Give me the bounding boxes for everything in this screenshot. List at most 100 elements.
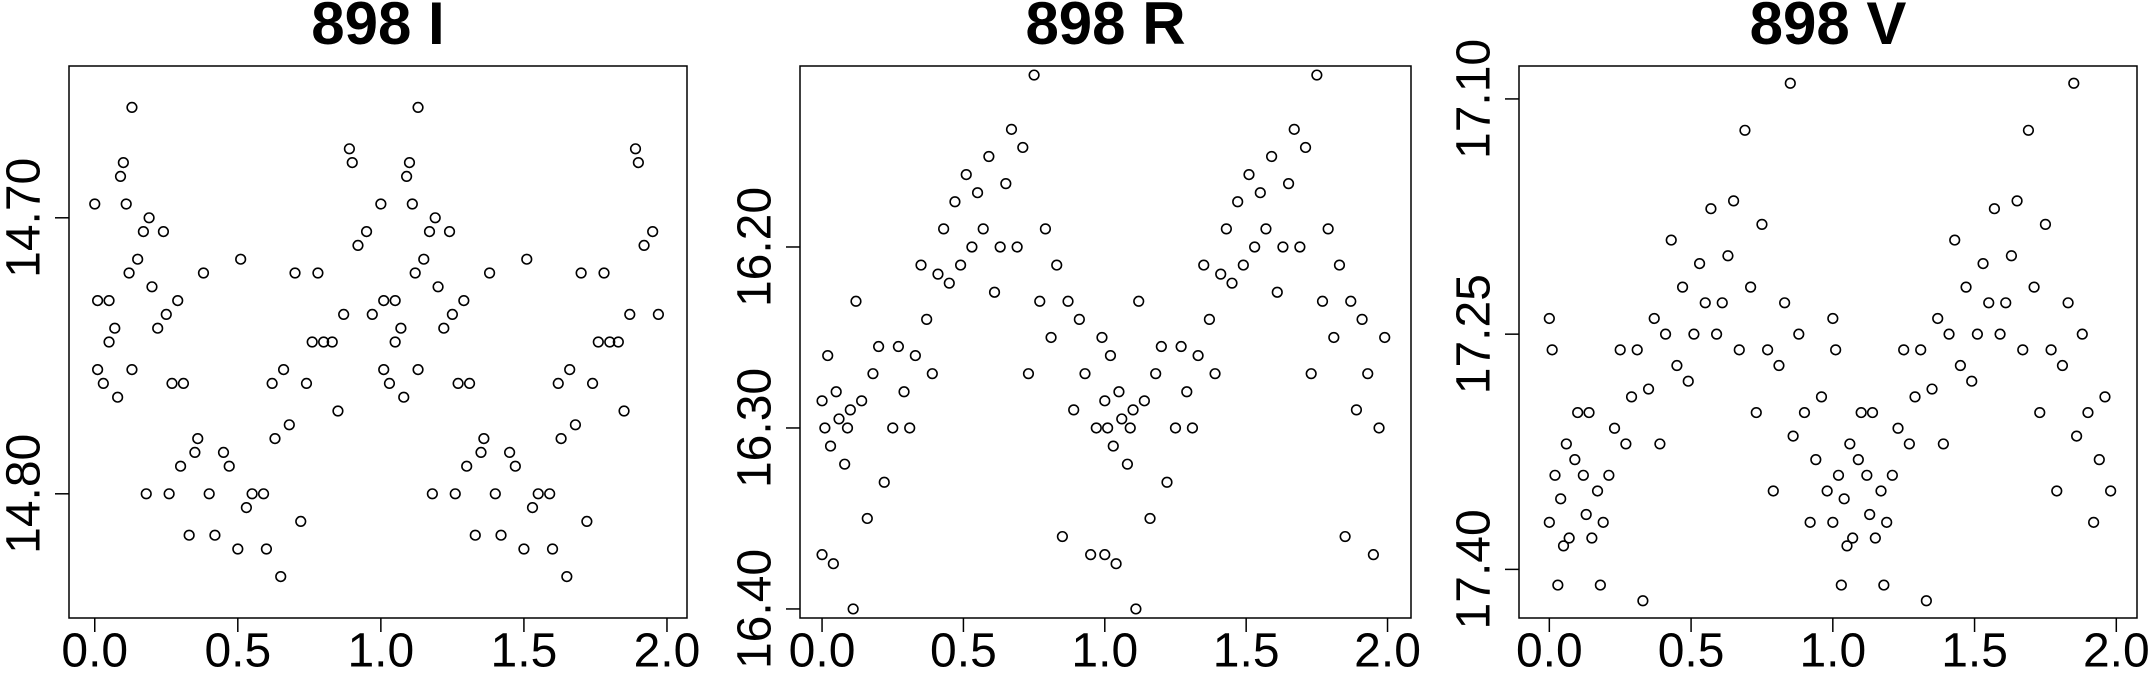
point [1130, 603, 1142, 615]
point [2099, 391, 2111, 403]
point [1762, 344, 1774, 356]
point [117, 157, 129, 169]
point [306, 336, 318, 348]
x-tick-label: 1.0 [1071, 625, 1138, 677]
point [1603, 469, 1615, 481]
point [1563, 532, 1575, 544]
point [1572, 406, 1584, 419]
point [343, 143, 355, 155]
point [1000, 178, 1012, 190]
point [652, 308, 664, 321]
point [1642, 383, 1655, 395]
point [2028, 281, 2040, 293]
point [909, 349, 921, 362]
point [189, 446, 201, 459]
point [257, 488, 270, 500]
point [1186, 422, 1199, 434]
chart-title: 898 V [1750, 0, 1907, 57]
point [2011, 195, 2023, 207]
point [123, 267, 135, 279]
point [429, 212, 441, 224]
point [1810, 454, 1822, 466]
point [521, 253, 533, 265]
point [938, 223, 950, 235]
point [878, 476, 890, 488]
point [1555, 493, 1567, 505]
point [816, 395, 828, 407]
point [847, 603, 859, 615]
point [2022, 124, 2035, 136]
x-tick-label: 1.5 [491, 625, 558, 677]
point [1827, 312, 1839, 325]
point [994, 241, 1006, 253]
point [1710, 328, 1723, 340]
y-tick-label: 14.70 [0, 158, 51, 278]
point [318, 336, 330, 348]
point [1648, 312, 1660, 325]
point [409, 267, 421, 279]
point [904, 422, 916, 434]
point [1830, 344, 1842, 356]
point [203, 488, 215, 500]
x-tick-label: 1.0 [347, 625, 414, 677]
point [1960, 281, 1972, 293]
point [1237, 259, 1249, 271]
point [266, 377, 278, 390]
point [120, 198, 132, 210]
point [1779, 297, 1791, 309]
point [1835, 579, 1847, 591]
point [1150, 368, 1162, 380]
point [1804, 516, 1816, 528]
point [1903, 438, 1915, 450]
point [1124, 422, 1136, 434]
y-tick-label: 17.40 [1448, 509, 1501, 629]
point [1773, 359, 1785, 372]
point [873, 340, 885, 353]
point [163, 488, 175, 500]
chart-title: 898 R [1025, 0, 1185, 57]
point [898, 386, 910, 398]
point [926, 368, 938, 380]
point [143, 212, 155, 224]
point [827, 558, 839, 570]
point [1878, 579, 1890, 591]
point [1983, 297, 1995, 309]
point [412, 364, 424, 376]
point [406, 198, 418, 210]
point [2056, 359, 2069, 372]
point [1586, 532, 1598, 544]
point [856, 395, 868, 407]
point [240, 502, 252, 514]
point [569, 419, 582, 431]
point [1861, 469, 1873, 481]
point [378, 364, 390, 376]
point [1316, 295, 1329, 307]
point [1133, 295, 1145, 307]
point [1855, 406, 1867, 419]
point [1127, 404, 1139, 416]
point [1869, 532, 1881, 544]
point [841, 422, 854, 434]
point [1932, 312, 1944, 325]
x-tick-label: 0.0 [1516, 625, 1583, 677]
point [1699, 297, 1711, 309]
point [1181, 386, 1193, 398]
point [1073, 313, 1085, 325]
point [1569, 454, 1581, 466]
point [1881, 516, 1893, 528]
point [1107, 440, 1119, 452]
point [235, 253, 247, 265]
point [426, 488, 438, 500]
point [1841, 540, 1853, 552]
point [92, 364, 104, 376]
point [389, 336, 401, 348]
point [157, 226, 170, 238]
point [1299, 141, 1312, 154]
point [1815, 391, 1828, 403]
x-tick-label: 1.5 [1213, 625, 1280, 677]
point [949, 196, 961, 208]
point [604, 336, 616, 348]
point [954, 259, 967, 271]
point [1671, 359, 1683, 372]
